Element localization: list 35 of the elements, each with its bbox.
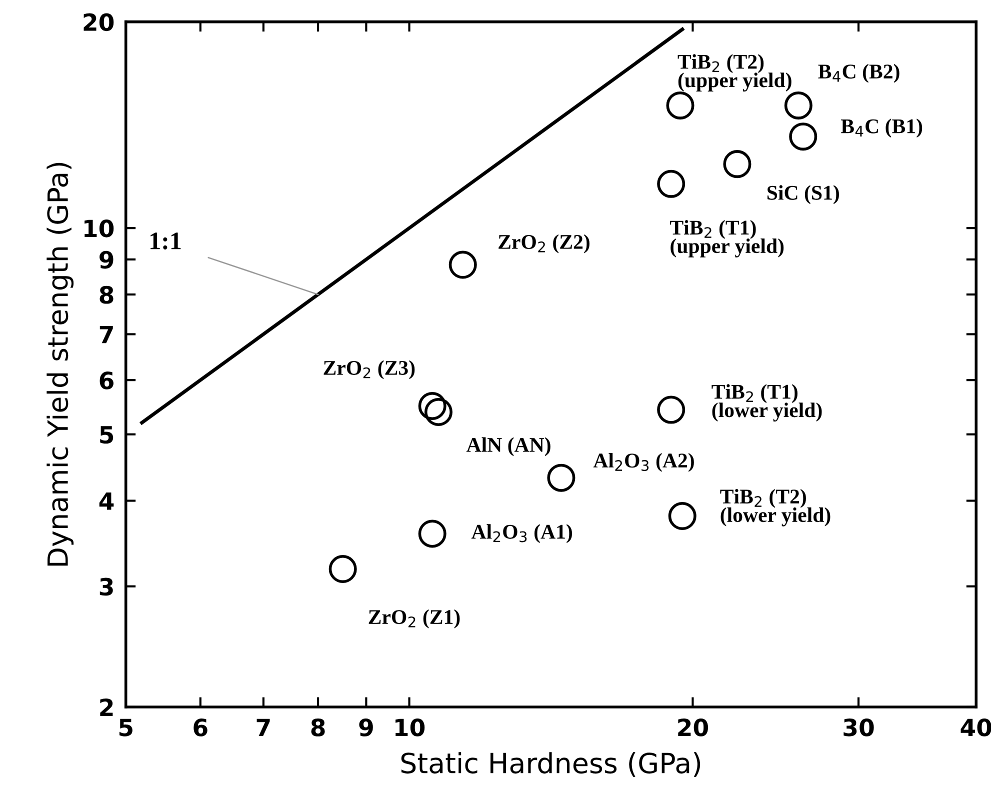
annotation: TiB$_{2}$ (T1) (upper yield) <box>670 220 784 258</box>
y-tick-label: 2 <box>100 698 113 716</box>
y-tick-label: 3 <box>100 578 113 596</box>
x-tick-label: 7 <box>256 718 270 736</box>
y-tick-label: 7 <box>100 326 113 344</box>
x-tick-label: 40 <box>960 718 991 736</box>
y-axis-title: Dynamic Yield strength (GPa) <box>46 162 74 566</box>
x-tick-label: 8 <box>311 718 325 736</box>
x-tick-label: 20 <box>678 718 708 736</box>
y-tick-label: 4 <box>99 492 114 510</box>
annotation: TiB$_{2}$ (T1) (lower yield) <box>712 384 822 422</box>
x-tick-label: 30 <box>844 718 874 736</box>
annotation: ZrO$_{2}$ (Z3) <box>324 360 415 380</box>
x-tick-label: 6 <box>194 718 208 736</box>
annotation: Al$_{2}$O$_{3}$ (A2) <box>593 452 694 472</box>
annotation: Al$_{2}$O$_{3}$ (A1) <box>471 524 572 544</box>
annotation: B$_{4}$C (B2) <box>818 64 900 83</box>
x-tick-label: 5 <box>119 718 132 736</box>
annotation: ZrO$_{2}$ (Z1) <box>368 609 460 628</box>
annotation: SiC (S1) <box>767 185 839 204</box>
x-tick-label: 10 <box>396 718 425 736</box>
annotation: ZrO$_{2}$ (Z2) <box>498 234 590 254</box>
annotation: TiB$_{2}$ (T2) (upper yield) <box>678 54 792 92</box>
y-tick-label: 6 <box>100 372 114 390</box>
y-tick-label: 5 <box>100 426 114 444</box>
annotation: 1:1 <box>150 232 181 250</box>
x-axis-title: Static Hardness (GPa) <box>401 752 700 777</box>
annotation: AlN (AN) <box>466 437 550 456</box>
y-tick-label: 9 <box>100 250 114 269</box>
annotation: B$_{4}$C (B1) <box>840 118 922 138</box>
y-tick-label: 20 <box>84 13 114 32</box>
y-tick-label: 10 <box>84 220 114 238</box>
x-tick-label: 9 <box>359 718 373 736</box>
y-tick-label: 8 <box>100 286 114 304</box>
annotation: TiB$_{2}$ (T2) (lower yield) <box>720 488 830 526</box>
